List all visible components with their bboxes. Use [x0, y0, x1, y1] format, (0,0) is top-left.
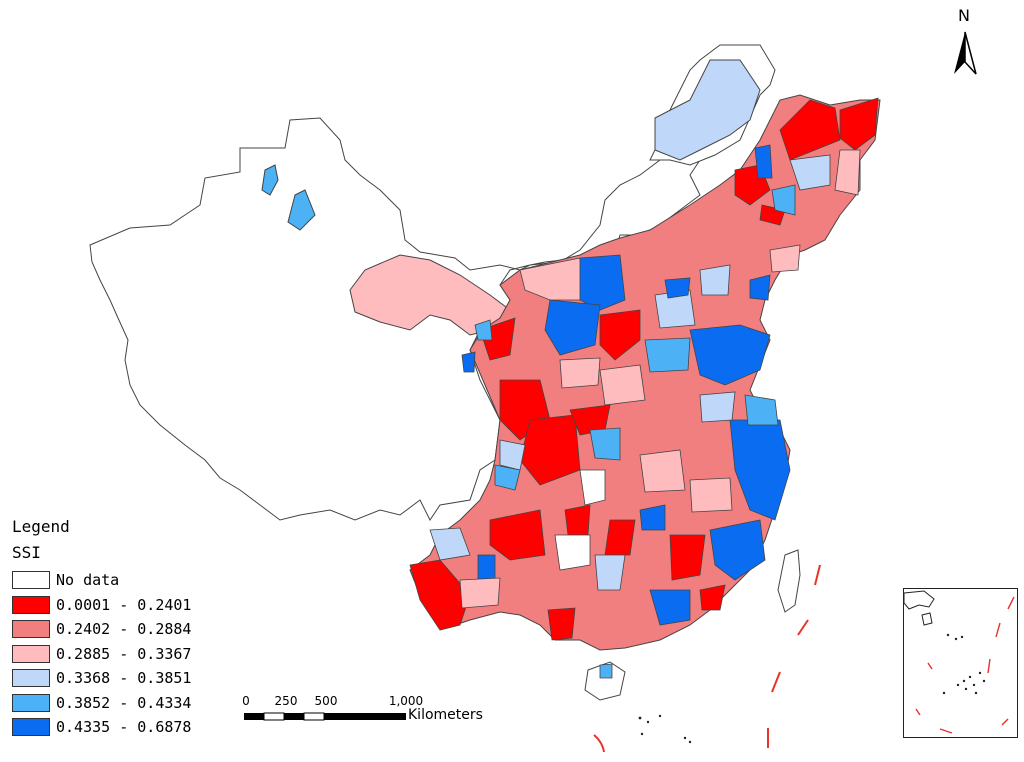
legend-swatch: [12, 693, 50, 712]
region-patch: [689, 477, 733, 513]
region-patch: [699, 584, 726, 611]
legend-title: Legend: [12, 517, 70, 536]
region-patch: [474, 319, 493, 341]
region-patch: [499, 439, 526, 471]
region-patch: [834, 149, 861, 196]
legend-item: No data: [12, 568, 212, 593]
hainan: [584, 661, 626, 701]
region-patch: [771, 184, 796, 216]
legend-swatch: [12, 620, 50, 639]
region-patch: [579, 254, 626, 311]
region-patch: [519, 257, 586, 301]
region-patch: [664, 277, 691, 299]
scale-tick-0: 0: [242, 694, 250, 708]
region-patch: [589, 427, 621, 461]
legend-swatch: [12, 669, 50, 688]
legend-swatch: [12, 595, 50, 614]
legend-label: 0.2885 - 0.3367: [56, 644, 192, 663]
scale-tick-250: 250: [274, 694, 298, 708]
legend-swatch: [12, 718, 50, 737]
region-patch: [644, 337, 691, 373]
region-patch: [649, 589, 691, 626]
taiwan: [777, 549, 801, 613]
legend-label: 0.0001 - 0.2401: [56, 595, 192, 614]
region-patch: [749, 274, 771, 301]
region-patch: [639, 449, 686, 493]
scale-tick-500: 500: [314, 694, 338, 708]
legend-swatch: [12, 644, 50, 663]
legend-label: 0.3368 - 0.3851: [56, 669, 192, 688]
region-patch: [729, 419, 791, 521]
region-patch: [639, 504, 666, 531]
heilongjiang-region: [654, 59, 761, 161]
legend-item: 0.0001 - 0.2401: [12, 593, 212, 618]
region-patch: [564, 504, 591, 536]
region-patch: [689, 324, 771, 386]
legend-label: 0.4335 - 0.6878: [56, 718, 192, 737]
scale-bar: 0 250 500 1,000 Kilometers: [240, 694, 500, 730]
legend-item: 0.2885 - 0.3367: [12, 642, 212, 667]
region-patch: [699, 264, 731, 296]
legend-label: 0.3852 - 0.4334: [56, 693, 192, 712]
legend: Legend SSI No data 0.0001 - 0.2401 0.2402 …: [12, 516, 212, 740]
region-patch: [594, 554, 626, 591]
xinjiang-blue-patch-1: [261, 164, 279, 196]
region-patch: [839, 97, 879, 151]
dash-line: [771, 671, 781, 693]
region-patch: [669, 534, 706, 581]
region-patch: [709, 519, 766, 581]
legend-label: No data: [56, 571, 120, 590]
scale-bar-graphic: [244, 712, 406, 721]
region-patch: [489, 509, 546, 561]
north-arrow-label: N: [958, 6, 970, 25]
region-patch: [789, 154, 831, 191]
legend-subtitle: SSI: [12, 543, 41, 562]
legend-item: 0.3368 - 0.3851: [12, 666, 212, 691]
region-patch: [544, 299, 601, 356]
dash-line: [593, 734, 605, 753]
region-patch: [459, 577, 501, 609]
legend-swatch: [12, 571, 50, 590]
region-patch: [599, 309, 641, 361]
legend-label: 0.2402 - 0.2884: [56, 620, 192, 639]
region-patch: [554, 534, 591, 571]
region-patch: [769, 244, 801, 273]
legend-item: 0.2402 - 0.2884: [12, 617, 212, 642]
xinjiang-blue-patch-2: [287, 189, 316, 231]
legend-item: 0.4335 - 0.6878: [12, 715, 212, 740]
legend-item: 0.3852 - 0.4334: [12, 691, 212, 716]
region-patch: [429, 527, 471, 561]
region-patch: [547, 607, 576, 641]
dash-line: [814, 564, 821, 586]
region-patch: [579, 469, 606, 506]
scale-tick-1000: 1,000: [388, 694, 424, 708]
region-patch: [699, 391, 736, 423]
inset-map: [903, 590, 1015, 734]
north-arrow-icon: [954, 31, 977, 75]
dash-line: [797, 619, 809, 636]
south-sea-islands: [638, 714, 692, 744]
region-patch: [754, 144, 773, 179]
hainan-patch: [599, 663, 613, 679]
scale-unit: Kilometers: [408, 707, 483, 723]
region-patch: [494, 464, 521, 491]
region-patch: [599, 364, 646, 406]
south-china-sea-inset: [903, 588, 1018, 738]
region-patch: [604, 519, 636, 556]
region-patch: [744, 394, 779, 426]
region-patch: [559, 357, 601, 389]
region-patch: [461, 351, 476, 373]
